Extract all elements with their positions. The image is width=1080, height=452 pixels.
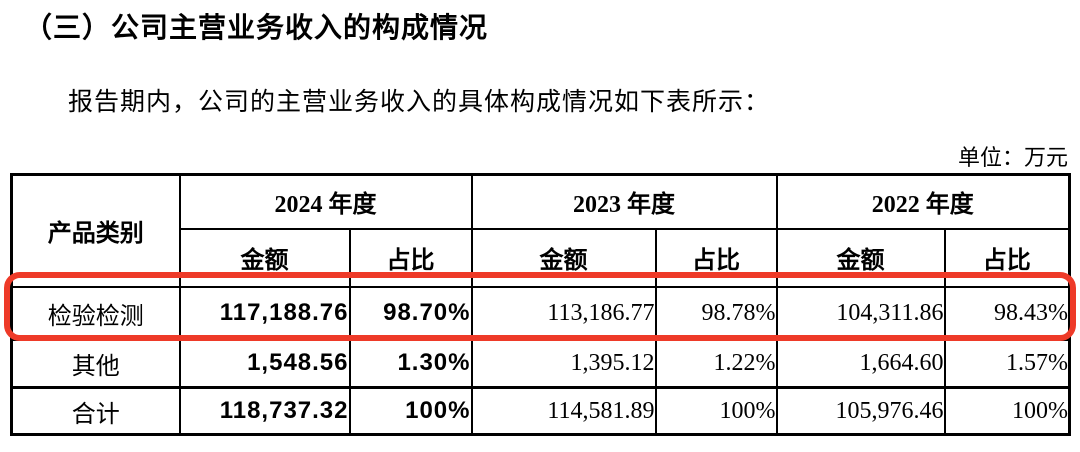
year-header-2022: 2022 年度 <box>775 173 1071 230</box>
cell-2022-amount: 104,311.86 <box>775 285 946 341</box>
row-label: 检验检测 <box>10 285 181 341</box>
cell-2023-share: 100% <box>654 386 778 436</box>
subheader-2022-share: 占比 <box>943 227 1071 288</box>
subheader-2024-amount: 金额 <box>178 227 351 288</box>
subheader-2023-amount: 金额 <box>470 227 657 288</box>
table-row-total: 合计 118,737.32 100% 114,581.89 100% 105,9… <box>10 386 1071 436</box>
unit-label: 单位：万元 <box>957 145 1068 170</box>
cell-2022-amount: 1,664.60 <box>775 338 946 389</box>
row-label: 其他 <box>10 338 181 389</box>
cell-2023-amount: 1,395.12 <box>470 338 657 389</box>
cell-2024-amount: 117,188.76 <box>178 285 351 341</box>
table-row-inspection: 检验检测 117,188.76 98.70% 113,186.77 98.78%… <box>10 285 1071 341</box>
intro-text: 报告期内，公司的主营业务收入的具体构成情况如下表所示： <box>68 89 771 116</box>
cell-2024-share: 98.70% <box>348 285 473 341</box>
cell-2022-share: 100% <box>943 386 1071 436</box>
row-label: 合计 <box>10 386 181 436</box>
subheader-2022-amount: 金额 <box>775 227 946 288</box>
table-header-years: 产品类别 2024 年度 2023 年度 2022 年度 <box>10 173 1071 288</box>
cell-2024-amount: 118,737.32 <box>178 386 351 436</box>
cell-2022-share: 98.43% <box>943 285 1071 341</box>
page-title: （三）公司主营业务收入的构成情况 <box>24 12 489 43</box>
cell-2022-share: 1.57% <box>943 338 1071 389</box>
cell-2024-share: 1.30% <box>348 338 473 389</box>
cell-2023-amount: 113,186.77 <box>470 285 657 341</box>
cell-2024-share: 100% <box>348 386 473 436</box>
revenue-table: 产品类别 2024 年度 2023 年度 2022 年度 金额 占比 金额 占比… <box>10 173 1071 436</box>
subheader-2023-share: 占比 <box>654 227 778 288</box>
col-header-product: 产品类别 <box>10 173 181 288</box>
subheader-2024-share: 占比 <box>348 227 473 288</box>
year-header-2024: 2024 年度 <box>178 173 473 230</box>
cell-2023-amount: 114,581.89 <box>470 386 657 436</box>
cell-2022-amount: 105,976.46 <box>775 386 946 436</box>
cell-2023-share: 1.22% <box>654 338 778 389</box>
table-row-other: 其他 1,548.56 1.30% 1,395.12 1.22% 1,664.6… <box>10 338 1071 389</box>
cell-2023-share: 98.78% <box>654 285 778 341</box>
cell-2024-amount: 1,548.56 <box>178 338 351 389</box>
year-header-2023: 2023 年度 <box>470 173 778 230</box>
